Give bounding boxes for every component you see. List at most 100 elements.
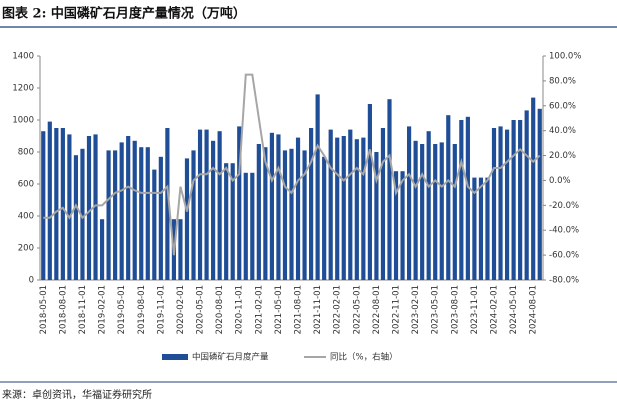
y2-tick-label: -60.0% — [549, 251, 579, 261]
x-tick-label: 2019-08-01 — [137, 285, 147, 334]
bar — [413, 140, 418, 280]
bar — [406, 126, 412, 281]
bar — [73, 155, 79, 280]
bar — [491, 128, 497, 280]
bar — [420, 144, 425, 280]
chart-title: 图表 2: 中国磷矿石月度产量情况（万吨） — [2, 6, 246, 22]
x-tick-label: 2020-11-01 — [235, 285, 245, 334]
bar — [295, 137, 301, 280]
bar — [60, 128, 65, 280]
bar — [139, 147, 144, 280]
x-tick-label: 2023-08-01 — [450, 285, 460, 334]
bar — [204, 129, 209, 280]
y-tick-label: 1200 — [12, 84, 34, 94]
bar — [243, 172, 248, 280]
x-tick-label: 2021-05-01 — [274, 285, 284, 334]
bar — [465, 116, 470, 280]
legend-label: 同比（%，右轴） — [330, 352, 398, 363]
x-tick-label: 2021-11-01 — [313, 285, 323, 334]
bar — [217, 131, 222, 280]
bar — [158, 156, 163, 280]
bar — [47, 121, 52, 280]
bar — [393, 171, 399, 280]
x-tick-label: 2023-11-01 — [470, 285, 480, 334]
bar — [230, 163, 235, 280]
line — [43, 73, 541, 256]
bar — [256, 144, 261, 280]
bar — [433, 144, 438, 280]
legend-label: 中国磷矿石月度产量 — [192, 352, 269, 363]
bar — [93, 134, 98, 280]
y-tick-label: 800 — [18, 148, 34, 158]
y2-tick-label: -20.0% — [549, 201, 579, 211]
bar — [211, 140, 216, 280]
x-tick-label: 2022-11-01 — [392, 285, 402, 334]
bar — [80, 148, 85, 280]
y2-tick-label: 20.0% — [549, 151, 576, 161]
x-tick-label: 2018-05-01 — [39, 285, 49, 334]
bar — [400, 171, 405, 280]
bar — [113, 150, 118, 280]
y-tick-label: 1400 — [12, 52, 34, 62]
bar — [67, 134, 72, 280]
y-tick-label: 0 — [29, 276, 34, 286]
bar — [518, 120, 523, 280]
bar — [367, 104, 372, 280]
x-tick-label: 2024-05-01 — [509, 285, 519, 334]
bar — [361, 137, 366, 280]
bar — [524, 110, 529, 281]
bar — [282, 150, 288, 280]
bar — [328, 129, 333, 280]
bar — [224, 163, 229, 280]
bar — [132, 140, 137, 280]
bar — [537, 108, 542, 280]
y2-tick-label: 100.0% — [549, 52, 581, 62]
x-tick-label: 2022-05-01 — [352, 285, 362, 334]
y2-tick-label: 40.0% — [549, 126, 576, 136]
bar — [511, 120, 516, 280]
y-tick-label: 600 — [18, 180, 34, 190]
bar — [446, 115, 451, 280]
bar — [191, 150, 196, 280]
x-tick-label: 2020-05-01 — [196, 285, 206, 334]
bar — [322, 156, 327, 280]
bar — [276, 134, 281, 280]
x-tick-label: 2018-08-01 — [58, 285, 68, 334]
bar — [459, 120, 464, 280]
bar — [263, 147, 268, 280]
bar — [348, 129, 353, 280]
bar — [335, 137, 340, 280]
bar — [106, 150, 111, 280]
bar — [531, 97, 536, 280]
bar — [178, 219, 183, 280]
y-tick-label: 400 — [18, 212, 34, 222]
x-tick-label: 2021-02-01 — [254, 285, 264, 334]
bar — [145, 147, 150, 280]
x-tick-label: 2020-08-01 — [215, 285, 225, 334]
bar — [354, 139, 359, 280]
bar — [152, 169, 157, 280]
x-tick-label: 2023-02-01 — [411, 285, 421, 334]
bar — [426, 131, 431, 280]
source: 来源：卓创资讯，华福证券研究所 — [2, 388, 152, 401]
bar — [302, 150, 307, 280]
y-tick-label: 1000 — [12, 116, 34, 126]
y2-tick-label: -80.0% — [549, 276, 579, 286]
bar — [315, 94, 320, 281]
bar — [452, 144, 457, 280]
x-tick-label: 2024-08-01 — [529, 285, 539, 334]
bar — [374, 152, 379, 280]
y2-tick-label: 0.0% — [549, 176, 571, 186]
bar — [250, 172, 255, 280]
bar — [289, 148, 294, 280]
bar — [380, 128, 386, 280]
bar — [504, 129, 510, 280]
x-tick-label: 2021-08-01 — [294, 285, 304, 334]
bar — [269, 132, 274, 280]
bar — [184, 158, 190, 280]
x-tick-label: 2019-05-01 — [117, 285, 127, 334]
x-tick-label: 2018-11-01 — [78, 285, 88, 334]
x-tick-label: 2019-11-01 — [156, 285, 166, 334]
bar — [237, 126, 242, 281]
